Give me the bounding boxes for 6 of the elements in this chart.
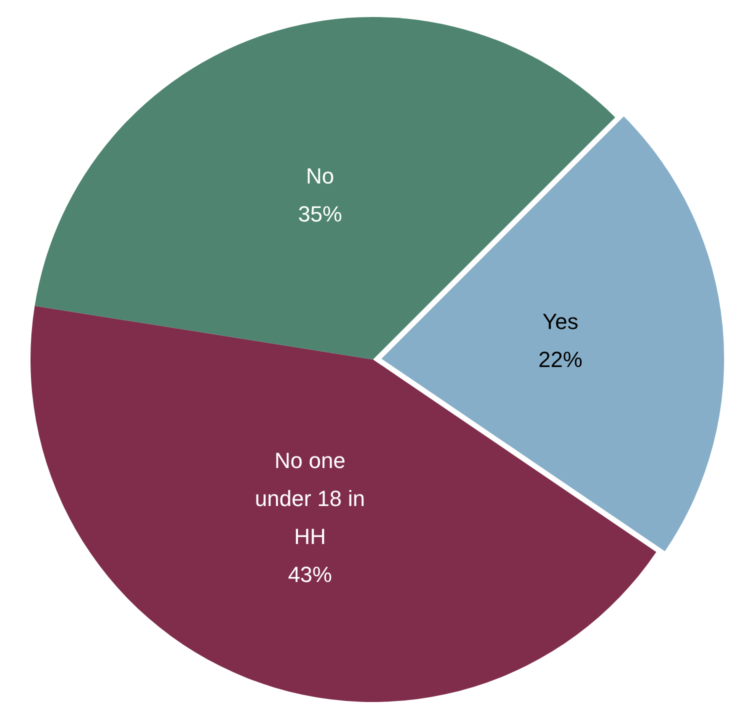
slice-label: Yes (542, 308, 578, 334)
slice-label: No one under 18 in HH (254, 448, 366, 549)
slice-label: No (306, 164, 334, 189)
data-label: 43% (288, 562, 332, 587)
data-label: 35% (298, 202, 342, 227)
data-label: 22% (538, 346, 582, 372)
